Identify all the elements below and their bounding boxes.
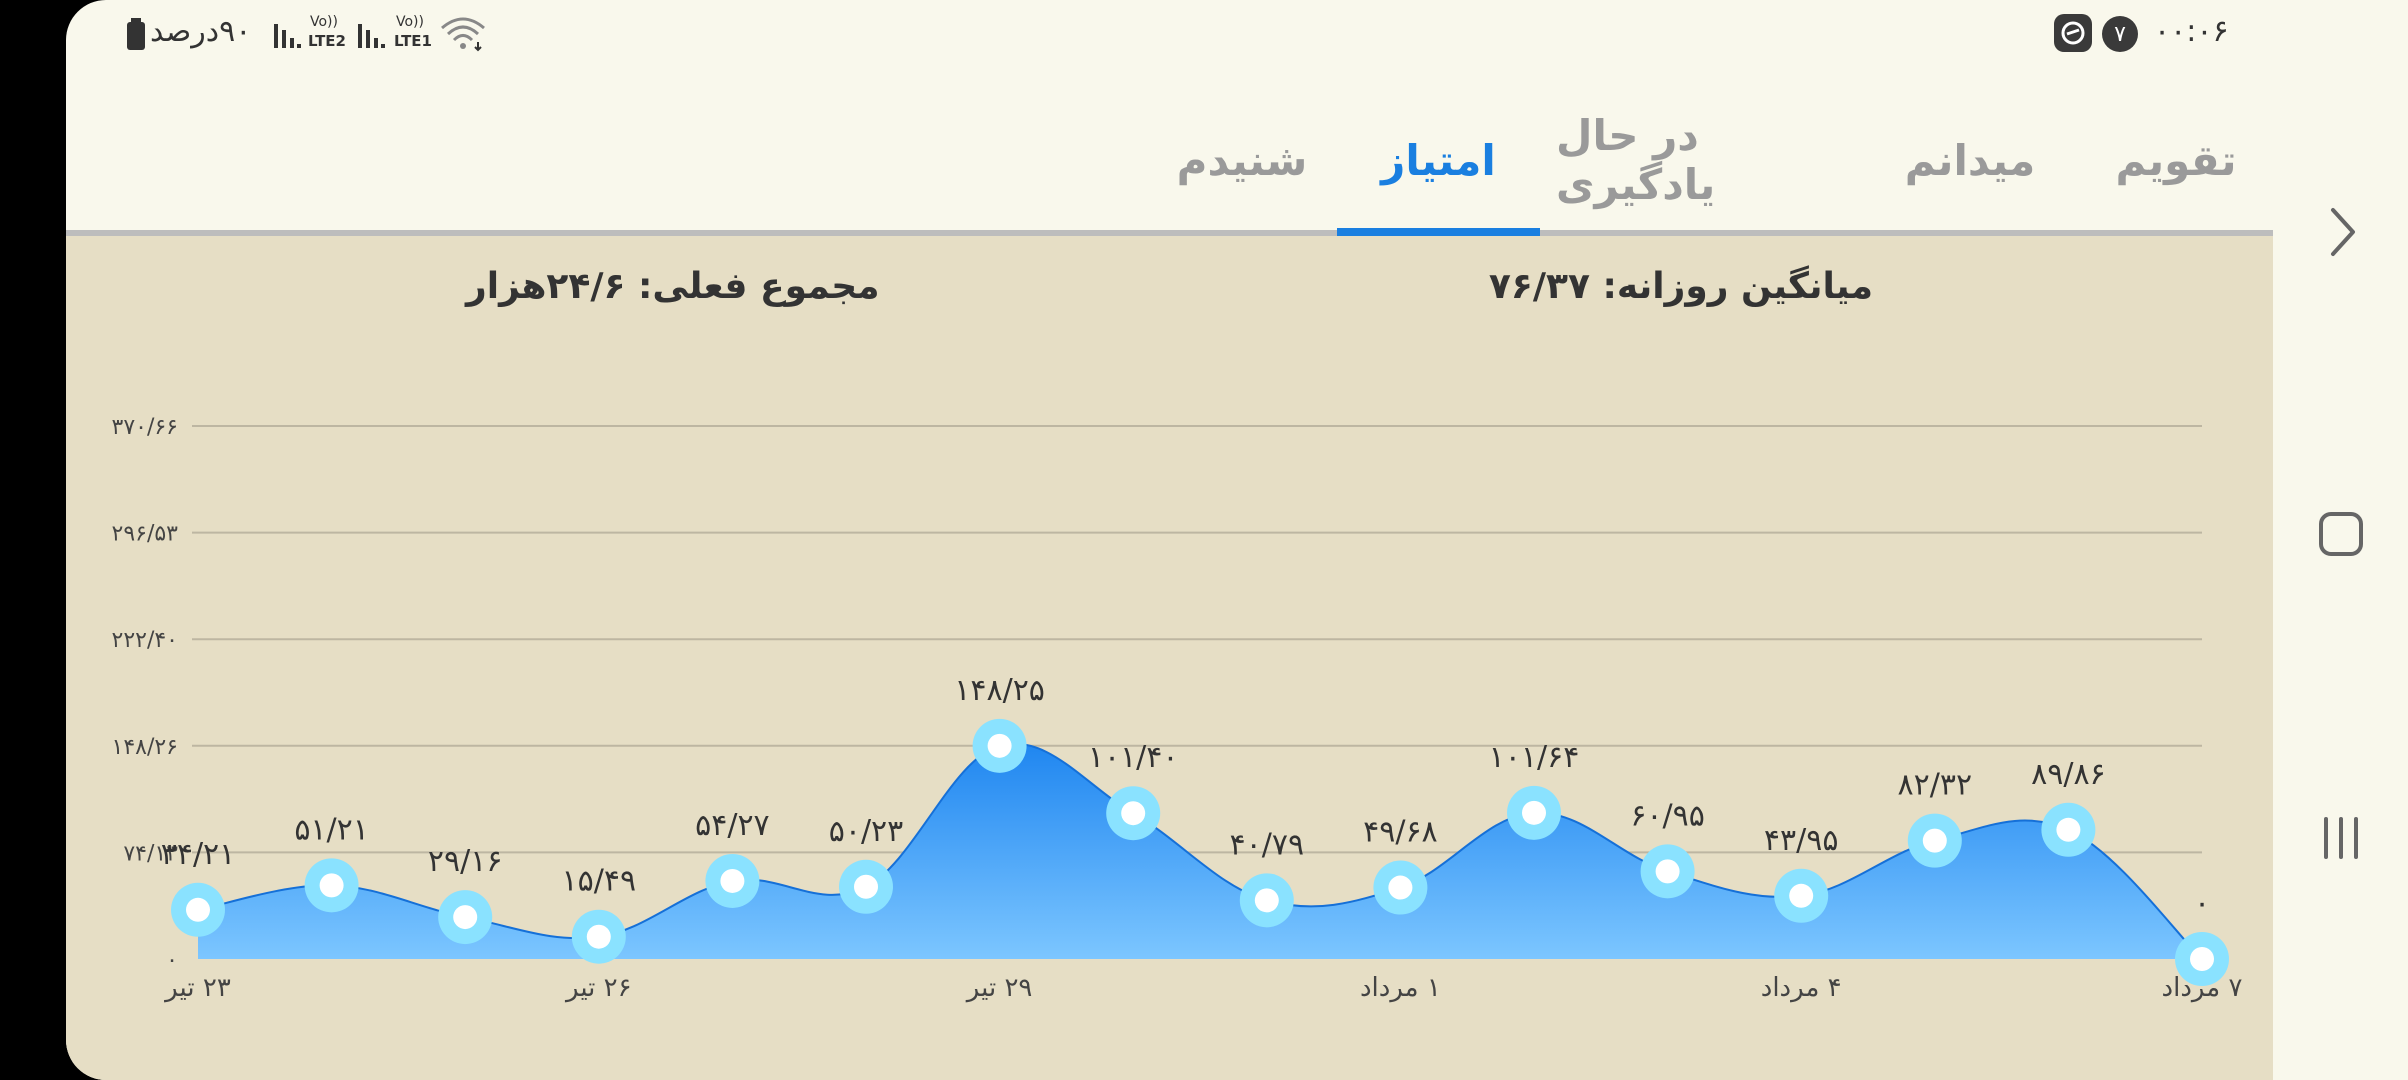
tab-heard[interactable]: شنیدم [1162,90,1322,230]
active-tab-indicator [1337,228,1540,236]
data-value-label: ۵۱/۲۱ [294,812,369,847]
data-value-label: ۶۰/۹۵ [1630,798,1705,833]
data-point-marker[interactable] [438,890,493,945]
x-tick-label: ۴ مرداد [1761,973,1842,1003]
navigation-rail [2273,0,2408,1080]
y-tick-label: ۳۷۰/۶۶ [112,415,179,440]
data-point-marker[interactable] [1373,860,1428,915]
signal-icon-sim1 [358,24,385,48]
data-point-marker[interactable] [705,853,760,908]
data-point-marker[interactable] [1507,785,1561,840]
data-value-label: ۴۹/۶۸ [1363,815,1438,850]
data-value-label: ۳۴/۲۱ [161,837,236,872]
battery-text: ۹۰درصد [150,14,252,49]
daily-average-stat: میانگین روزانه: ۷۶/۳۷ [1488,266,1873,307]
data-point-marker[interactable] [972,718,1027,773]
x-tick-label: ۲۳ تیر [163,973,231,1003]
data-point-marker[interactable] [839,859,893,914]
data-point-marker[interactable] [1774,868,1829,923]
data-point-marker[interactable] [1106,786,1161,841]
score-chart: ۰ ۷۴/۱۳ ۱۴۸/۲۶ ۲۲۲/۴۰ ۲۹۶/۵۳ ۳۷۰/۶۶ ۳۴/۲۱ ۵۱/۲… [112,415,2243,1003]
volte-label-sim1: Vo)) [396,14,424,30]
tab-score[interactable]: امتیاز [1337,90,1540,230]
notification-count-badge: ۷ [2102,16,2138,52]
y-tick-label: ۲۹۶/۵۳ [112,522,179,547]
data-value-label: ۸۲/۳۲ [1898,768,1973,803]
data-value-label: ۸۹/۸۶ [2031,757,2106,792]
data-value-label: ۴۳/۹۵ [1764,823,1839,858]
y-tick-label: ۱۴۸/۲۶ [112,735,179,760]
y-tick-label: ۷۴/۱۳ [123,841,178,866]
data-point-marker[interactable] [2175,932,2229,986]
chevron-right-icon [2331,208,2355,256]
tab-i-know[interactable]: میدانم [1880,90,2060,230]
data-point-marker[interactable] [1239,873,1294,928]
wifi-icon [441,17,485,52]
data-value-label: ۵۴/۲۷ [695,808,770,843]
y-tick-label: ۰ [166,948,178,973]
clock: ۰۰:۰۶ [2154,14,2229,49]
score-line [197,742,2203,960]
tab-calendar[interactable]: تقویم [2096,90,2256,230]
status-bar: ۹۰درصد Vo)) LTE2 Vo)) LTE1 ۷ [66,0,2229,62]
notification-count: ۷ [2114,21,2126,47]
recents-button[interactable] [2301,798,2381,878]
x-tick-label: ۱ مرداد [1360,973,1441,1003]
app-screen: ۹۰درصد Vo)) LTE2 Vo)) LTE1 ۷ [66,0,2408,1080]
data-point-marker[interactable] [304,858,359,913]
score-card: میانگین روزانه: ۷۶/۳۷ مجموع فعلی: ۲۴/۶هز… [66,236,2273,1080]
data-value-label: ۵۰/۲۳ [829,814,904,849]
app-notification-icon [2054,14,2092,52]
battery-icon [127,18,145,50]
lte1-label: LTE1 [394,32,432,50]
data-value-label: ۰ [2194,886,2210,921]
y-tick-label: ۲۲۲/۴۰ [112,628,179,653]
x-tick-label: ۲۶ تیر [564,973,632,1003]
data-value-label: ۲۹/۱۶ [428,844,503,879]
lte2-label: LTE2 [308,32,346,50]
signal-icon-sim2 [274,24,301,48]
square-icon [2319,512,2363,556]
data-value-label: ۴۰/۷۹ [1230,827,1305,862]
volte-label-sim2: Vo)) [310,14,338,30]
data-value-label: ۱۰۱/۶۴ [1489,740,1580,775]
data-point-marker[interactable] [1640,844,1695,899]
tab-label: میدانم [1904,135,2036,185]
tab-label: امتیاز [1381,135,1496,185]
tab-label: شنیدم [1176,135,1308,185]
home-button[interactable] [2301,494,2381,574]
data-value-label: ۱۵/۴۹ [562,864,637,899]
data-point-marker[interactable] [571,909,626,964]
data-value-label: ۱۴۸/۲۵ [954,673,1045,708]
data-point-marker[interactable] [1907,813,1962,868]
current-total-stat: مجموع فعلی: ۲۴/۶هزار [466,266,880,307]
score-area [198,743,2202,959]
tab-label: در حال یادگیری [1556,111,1716,209]
data-value-label: ۱۰۱/۴۰ [1088,740,1179,775]
data-point-marker[interactable] [2041,802,2096,857]
data-point-marker[interactable] [171,882,225,937]
tab-bar: تقویم میدانم در حال یادگیری امتیاز شنیدم [66,90,2273,236]
tab-learning[interactable]: در حال یادگیری [1556,90,1856,230]
back-button[interactable] [2301,192,2381,272]
tab-label: تقویم [2115,135,2237,185]
x-tick-label: ۷ مرداد [2162,973,2243,1003]
x-tick-label: ۲۹ تیر [965,973,1033,1003]
app-logo-icon [2061,21,2085,45]
three-bars-icon [2324,817,2358,859]
